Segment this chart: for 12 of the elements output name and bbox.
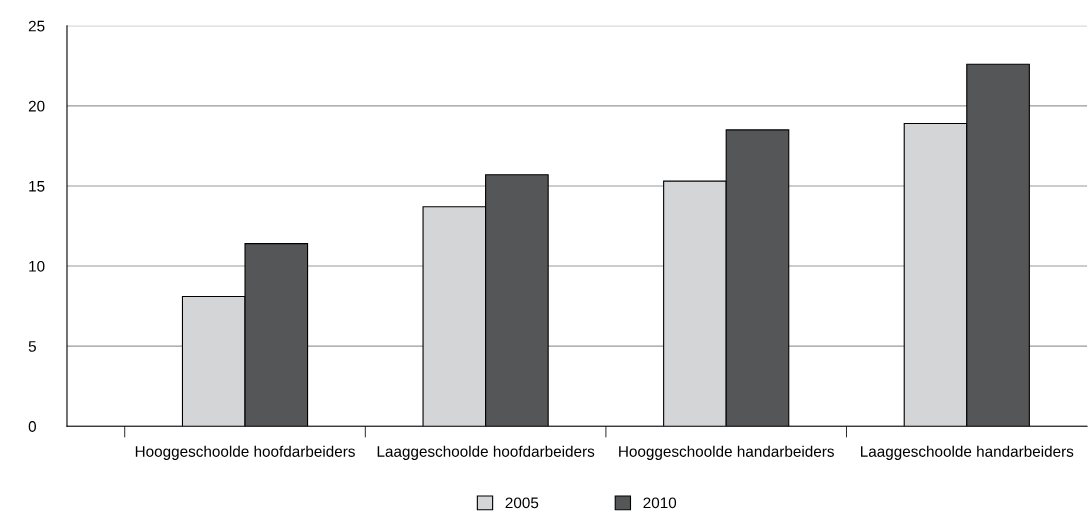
y-tick-label: 0 xyxy=(28,421,36,432)
legend-label: 2010 xyxy=(643,497,677,509)
x-tick-label: Laaggeschoolde hoofdarbeiders xyxy=(377,445,595,460)
legend-label: 2005 xyxy=(505,497,539,509)
x-tick-label: Laaggeschoolde handarbeiders xyxy=(861,445,1074,460)
y-tick-label: 25 xyxy=(28,20,45,32)
x-tick-label: Hooggeschoolde hoofdarbeiders xyxy=(135,445,355,460)
x-tick-label: Hooggeschoolde handarbeiders xyxy=(619,445,834,460)
y-tick-label: 15 xyxy=(29,180,45,192)
y-tick-label: 5 xyxy=(28,341,36,352)
y-tick-label: 10 xyxy=(29,260,45,272)
y-tick-label: 20 xyxy=(28,100,45,112)
